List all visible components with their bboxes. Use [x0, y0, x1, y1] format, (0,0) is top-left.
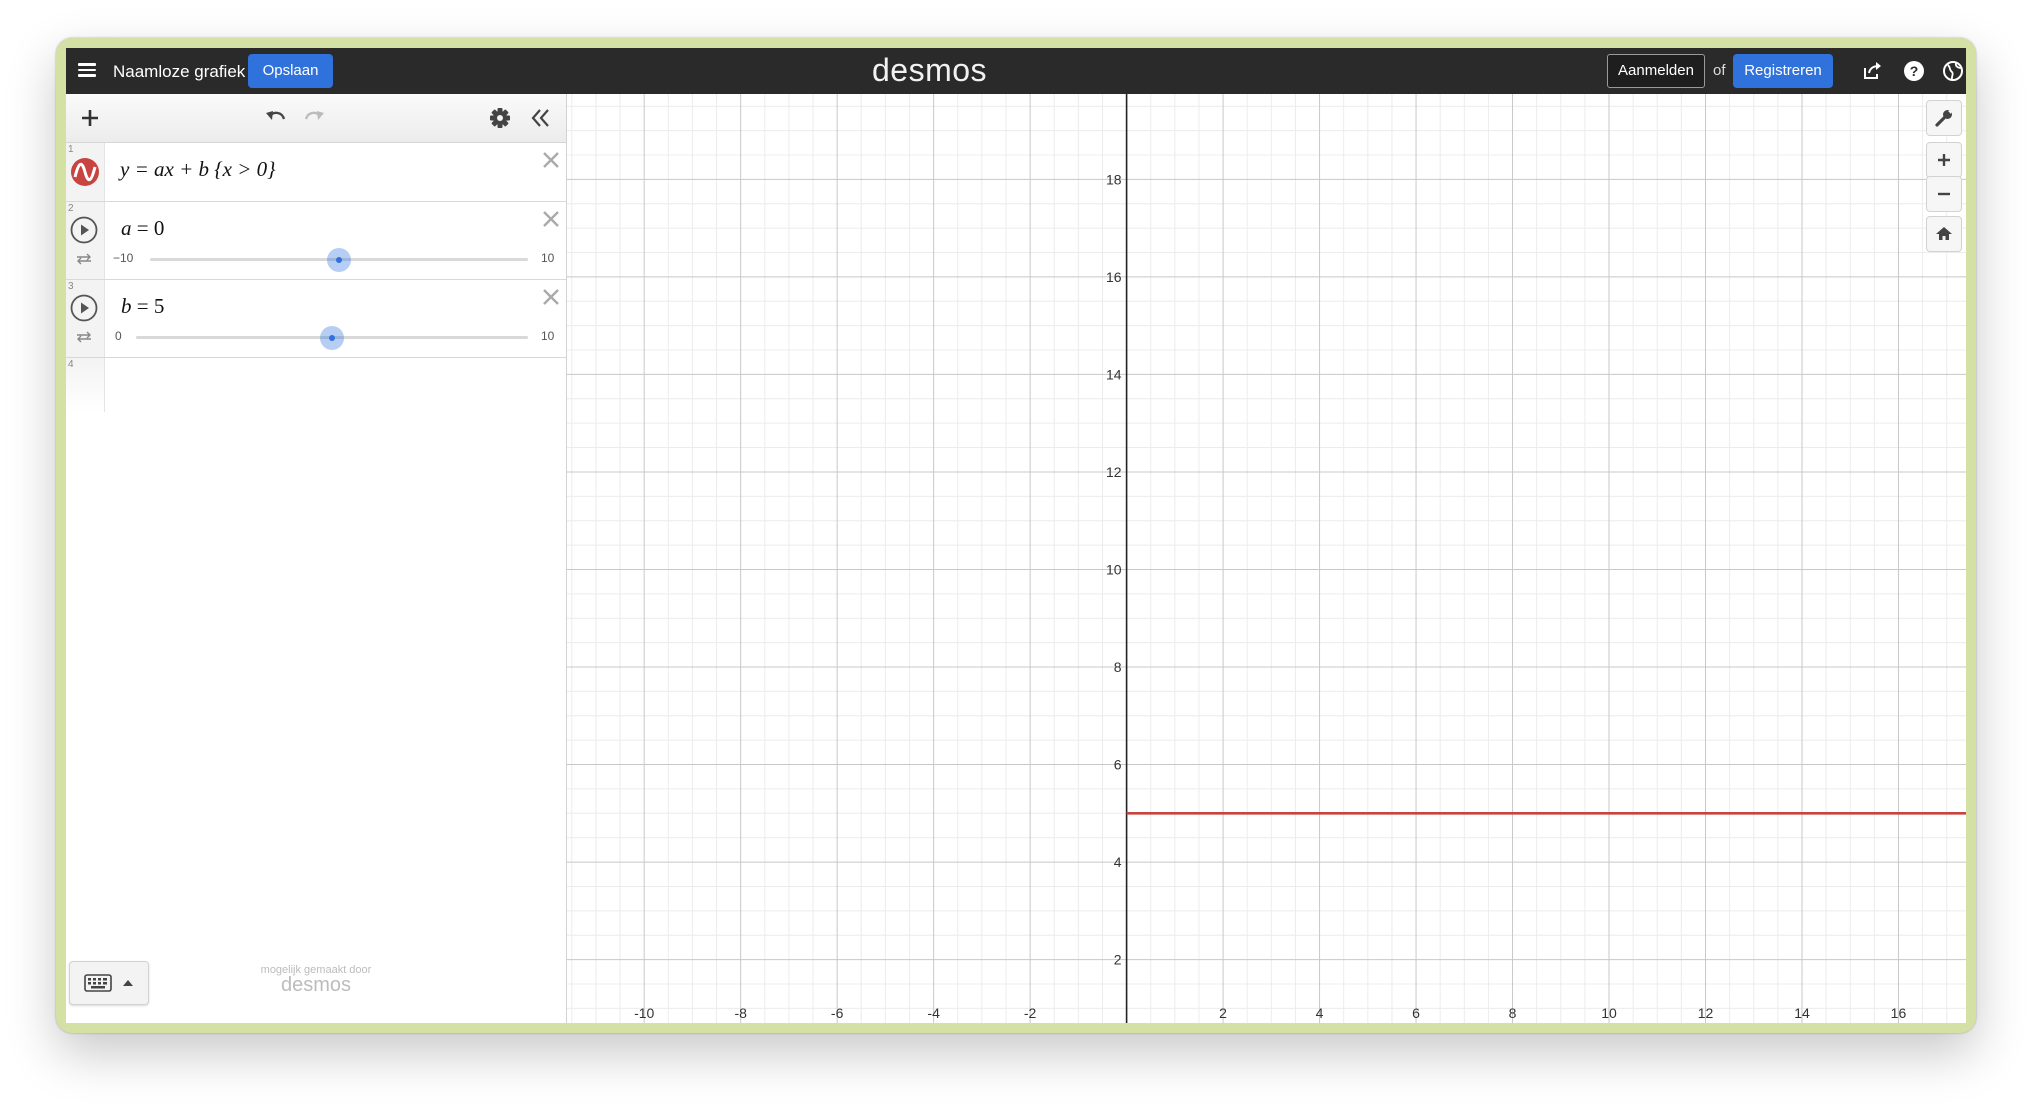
top-bar: Naamloze grafiek Opslaan desmos Aanmelde… — [66, 48, 1966, 94]
share-icon[interactable] — [1862, 60, 1884, 82]
collapse-panel-icon[interactable] — [526, 104, 554, 132]
add-icon[interactable] — [76, 104, 104, 132]
desmos-app: Naamloze grafiek Opslaan desmos Aanmelde… — [66, 48, 1966, 1023]
loop-mode-icon[interactable] — [75, 252, 93, 266]
x-tick-label: 16 — [1891, 1005, 1907, 1021]
powered-by-text: mogelijk gemaakt door — [260, 964, 372, 976]
keyboard-icon — [84, 974, 112, 992]
slider-thumb[interactable] — [327, 248, 351, 272]
graph-title[interactable]: Naamloze grafiek — [113, 62, 246, 81]
slider-variable: a — [121, 216, 132, 240]
equals-sign: = — [136, 216, 149, 240]
x-tick-label: 8 — [1509, 1005, 1517, 1021]
slider-min[interactable]: −10 — [113, 251, 134, 265]
expression-formula[interactable]: y = ax + b {x > 0} — [120, 157, 276, 182]
slider-value: 5 — [153, 294, 165, 318]
y-tick-label: 16 — [1106, 269, 1122, 285]
desmos-logo: desmos — [872, 52, 988, 88]
expression-list: 1 y = ax + b {x > 0} 2 — [66, 143, 566, 412]
expression-gutter: 2 — [66, 202, 105, 279]
keyboard-toggle-button[interactable] — [69, 961, 149, 1005]
x-tick-label: -10 — [634, 1005, 654, 1021]
x-tick-label: -6 — [831, 1005, 844, 1021]
home-icon — [1936, 227, 1952, 240]
expression-gutter: 3 — [66, 280, 105, 357]
y-tick-label: 12 — [1106, 464, 1122, 480]
x-tick-label: -8 — [734, 1005, 747, 1021]
y-tick-label: 2 — [1114, 952, 1122, 968]
powered-by: mogelijk gemaakt door desmos — [256, 964, 376, 996]
browser-window: Naamloze grafiek Opslaan desmos Aanmelde… — [56, 38, 1976, 1033]
y-tick-label: 4 — [1114, 854, 1122, 870]
y-tick-label: 8 — [1114, 659, 1122, 675]
expression-index: 2 — [68, 203, 74, 214]
wrench-icon — [1935, 110, 1952, 127]
login-button[interactable]: Aanmelden — [1607, 54, 1705, 88]
expression-panel: 1 y = ax + b {x > 0} 2 — [66, 94, 567, 1023]
slider-max[interactable]: 10 — [541, 329, 555, 343]
slider-thumb[interactable] — [320, 326, 344, 350]
slider-expression-b[interactable]: 3 b = 5 0 10 — [66, 280, 566, 358]
expression-item[interactable]: 1 y = ax + b {x > 0} — [66, 143, 566, 202]
expression-index: 4 — [68, 359, 74, 370]
slider-equation[interactable]: b = 5 — [121, 294, 164, 319]
x-tick-label: 4 — [1316, 1005, 1324, 1021]
slider-max[interactable]: 10 — [541, 251, 555, 265]
formula-text: y = ax + b {x > 0} — [120, 157, 276, 181]
expression-toolbar — [66, 94, 566, 143]
y-tick-label: 14 — [1106, 366, 1122, 382]
or-text: of — [1713, 62, 1726, 79]
x-tick-label: 14 — [1794, 1005, 1810, 1021]
default-viewport-button[interactable] — [1926, 216, 1962, 252]
empty-expression[interactable]: 4 — [66, 358, 566, 412]
slider-value: 0 — [153, 216, 165, 240]
play-slider-icon[interactable] — [70, 294, 98, 322]
menu-icon[interactable] — [78, 60, 96, 80]
x-tick-label: 2 — [1219, 1005, 1227, 1021]
x-tick-label: 10 — [1601, 1005, 1617, 1021]
delete-expression-icon[interactable] — [540, 208, 562, 230]
zoom-out-icon — [1938, 192, 1950, 196]
equals-sign: = — [136, 294, 149, 318]
caret-up-icon — [123, 980, 133, 986]
x-tick-label: 6 — [1412, 1005, 1420, 1021]
register-button[interactable]: Registreren — [1733, 54, 1833, 88]
graph-canvas[interactable]: -10 -8 -6 -4 -2 2 4 6 8 10 12 14 16 2 4 6 8 10 12 14 16 18 — [567, 94, 1966, 1023]
expression-gutter: 1 — [66, 143, 105, 201]
undo-icon[interactable] — [262, 104, 290, 132]
redo-icon[interactable] — [300, 104, 328, 132]
graph-settings-button[interactable] — [1926, 100, 1962, 136]
x-tick-label: -4 — [927, 1005, 940, 1021]
help-icon[interactable]: ? — [1903, 60, 1925, 82]
delete-expression-icon[interactable] — [540, 149, 562, 171]
save-button[interactable]: Opslaan — [248, 54, 333, 88]
x-tick-label: 12 — [1698, 1005, 1714, 1021]
delete-expression-icon[interactable] — [540, 286, 562, 308]
slider-expression-a[interactable]: 2 a = 0 −10 10 — [66, 202, 566, 280]
y-tick-label: 18 — [1106, 171, 1122, 187]
expression-index: 1 — [68, 144, 74, 155]
loop-mode-icon[interactable] — [75, 330, 93, 344]
slider-variable: b — [121, 294, 132, 318]
slider-min[interactable]: 0 — [115, 329, 122, 343]
graph-color-icon[interactable] — [70, 157, 100, 187]
zoom-out-button[interactable] — [1926, 176, 1962, 212]
play-slider-icon[interactable] — [70, 216, 98, 244]
slider-equation[interactable]: a = 0 — [121, 216, 164, 241]
powered-by-logo: desmos — [280, 974, 352, 996]
expression-index: 3 — [68, 281, 74, 292]
zoom-in-icon — [1938, 154, 1950, 166]
expression-gutter: 4 — [66, 358, 105, 412]
settings-gear-icon[interactable] — [486, 104, 514, 132]
zoom-in-button[interactable] — [1926, 142, 1962, 178]
y-tick-label: 10 — [1106, 561, 1122, 577]
x-tick-label: -2 — [1024, 1005, 1037, 1021]
graph-paper[interactable]: -10 -8 -6 -4 -2 2 4 6 8 10 12 14 16 2 4 6 8 10 12 14 16 18 — [567, 94, 1966, 1023]
language-globe-icon[interactable] — [1942, 60, 1964, 82]
y-tick-label: 6 — [1114, 757, 1122, 773]
svg-text:?: ? — [1910, 63, 1919, 79]
